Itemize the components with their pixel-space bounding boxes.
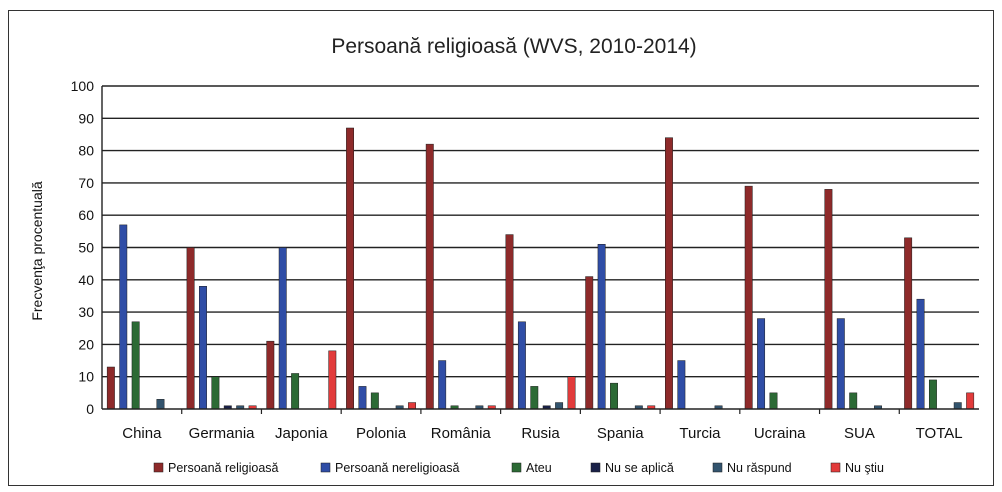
bar (677, 360, 686, 410)
bar (156, 399, 165, 410)
x-category-label: Turcia (679, 425, 721, 442)
legend-label: Persoană religioasă (168, 461, 279, 475)
bar (610, 382, 618, 410)
bar (278, 247, 287, 410)
y-tick-label: 10 (78, 369, 94, 385)
bar (824, 189, 833, 410)
bar (966, 392, 975, 410)
legend-label: Ateu (526, 461, 552, 475)
y-axis-label: Frecvenţa procentuală (29, 181, 45, 321)
y-tick-label: 50 (78, 240, 94, 256)
bar (370, 392, 379, 410)
bar (585, 276, 594, 410)
legend-swatch (712, 462, 723, 473)
bar (769, 392, 778, 410)
chart-frame: Persoană religioasă (WVS, 2010-2014) 0 10… (8, 10, 994, 486)
legend-swatch (153, 462, 164, 473)
y-tick-label: 70 (78, 175, 94, 191)
y-tick-label: 90 (78, 110, 94, 126)
bar (555, 402, 564, 410)
legend-swatch (320, 462, 331, 473)
bar (904, 237, 913, 410)
bar (849, 392, 858, 410)
bar (346, 127, 354, 410)
bar-chart: Persoană religioasă (WVS, 2010-2014) 0 10… (29, 35, 979, 475)
y-tick-label: 80 (78, 143, 94, 159)
bar (597, 244, 606, 410)
gridlines (102, 85, 979, 378)
y-axis-ticks: 0 10 20 30 40 50 60 70 80 90 100 (71, 78, 95, 417)
y-tick-label: 60 (78, 207, 94, 223)
bar (665, 137, 673, 410)
bar (505, 234, 514, 410)
y-tick-label: 0 (86, 401, 94, 417)
x-category-label: Polonia (356, 425, 407, 442)
bars (106, 127, 975, 410)
bar (266, 340, 275, 410)
y-tick-label: 30 (78, 304, 94, 320)
legend-swatch (511, 462, 522, 473)
y-tick-label: 100 (71, 78, 95, 94)
chart-title: Persoană religioasă (WVS, 2010-2014) (331, 35, 696, 58)
bar (836, 318, 845, 410)
legend-label: Persoană nereligioasă (335, 461, 459, 475)
bar (916, 298, 925, 410)
x-category-label: Germania (189, 425, 256, 442)
bar (328, 350, 337, 410)
legend-swatch (590, 462, 601, 473)
bar (358, 386, 367, 410)
bar (106, 366, 115, 410)
legend-label: Nu se aplică (605, 461, 674, 475)
bar (757, 318, 766, 410)
y-tick-label: 40 (78, 272, 94, 288)
bar (517, 321, 526, 410)
x-category-label: Rusia (521, 425, 560, 442)
axes (101, 86, 979, 414)
x-category-label: China (122, 425, 162, 442)
x-category-label: SUA (844, 425, 875, 442)
y-tick-label: 20 (78, 336, 94, 352)
legend: Persoană religioasă Persoană nereligioasă… (153, 461, 884, 475)
bar (953, 402, 962, 410)
bar (291, 373, 300, 410)
bar (131, 321, 140, 410)
bar (438, 360, 447, 410)
legend-swatch (830, 462, 841, 473)
bar (530, 386, 539, 410)
x-category-label: Spania (597, 425, 644, 442)
legend-label: Nu ştiu (845, 461, 884, 475)
x-axis-categories: China Germania Japonia Polonia România Rusia S… (122, 425, 962, 442)
bar (211, 376, 220, 410)
x-category-label: Ucraina (754, 425, 806, 442)
legend-label: Nu răspund (727, 461, 792, 475)
bar (186, 247, 195, 410)
bar (744, 185, 753, 410)
bar (119, 224, 128, 410)
bar (199, 286, 207, 410)
bar (408, 402, 416, 410)
bar (928, 379, 937, 410)
x-category-label: România (431, 425, 492, 442)
bar (425, 143, 434, 410)
bar (567, 376, 576, 410)
x-category-label: Japonia (275, 425, 328, 442)
x-category-label: TOTAL (916, 425, 963, 442)
